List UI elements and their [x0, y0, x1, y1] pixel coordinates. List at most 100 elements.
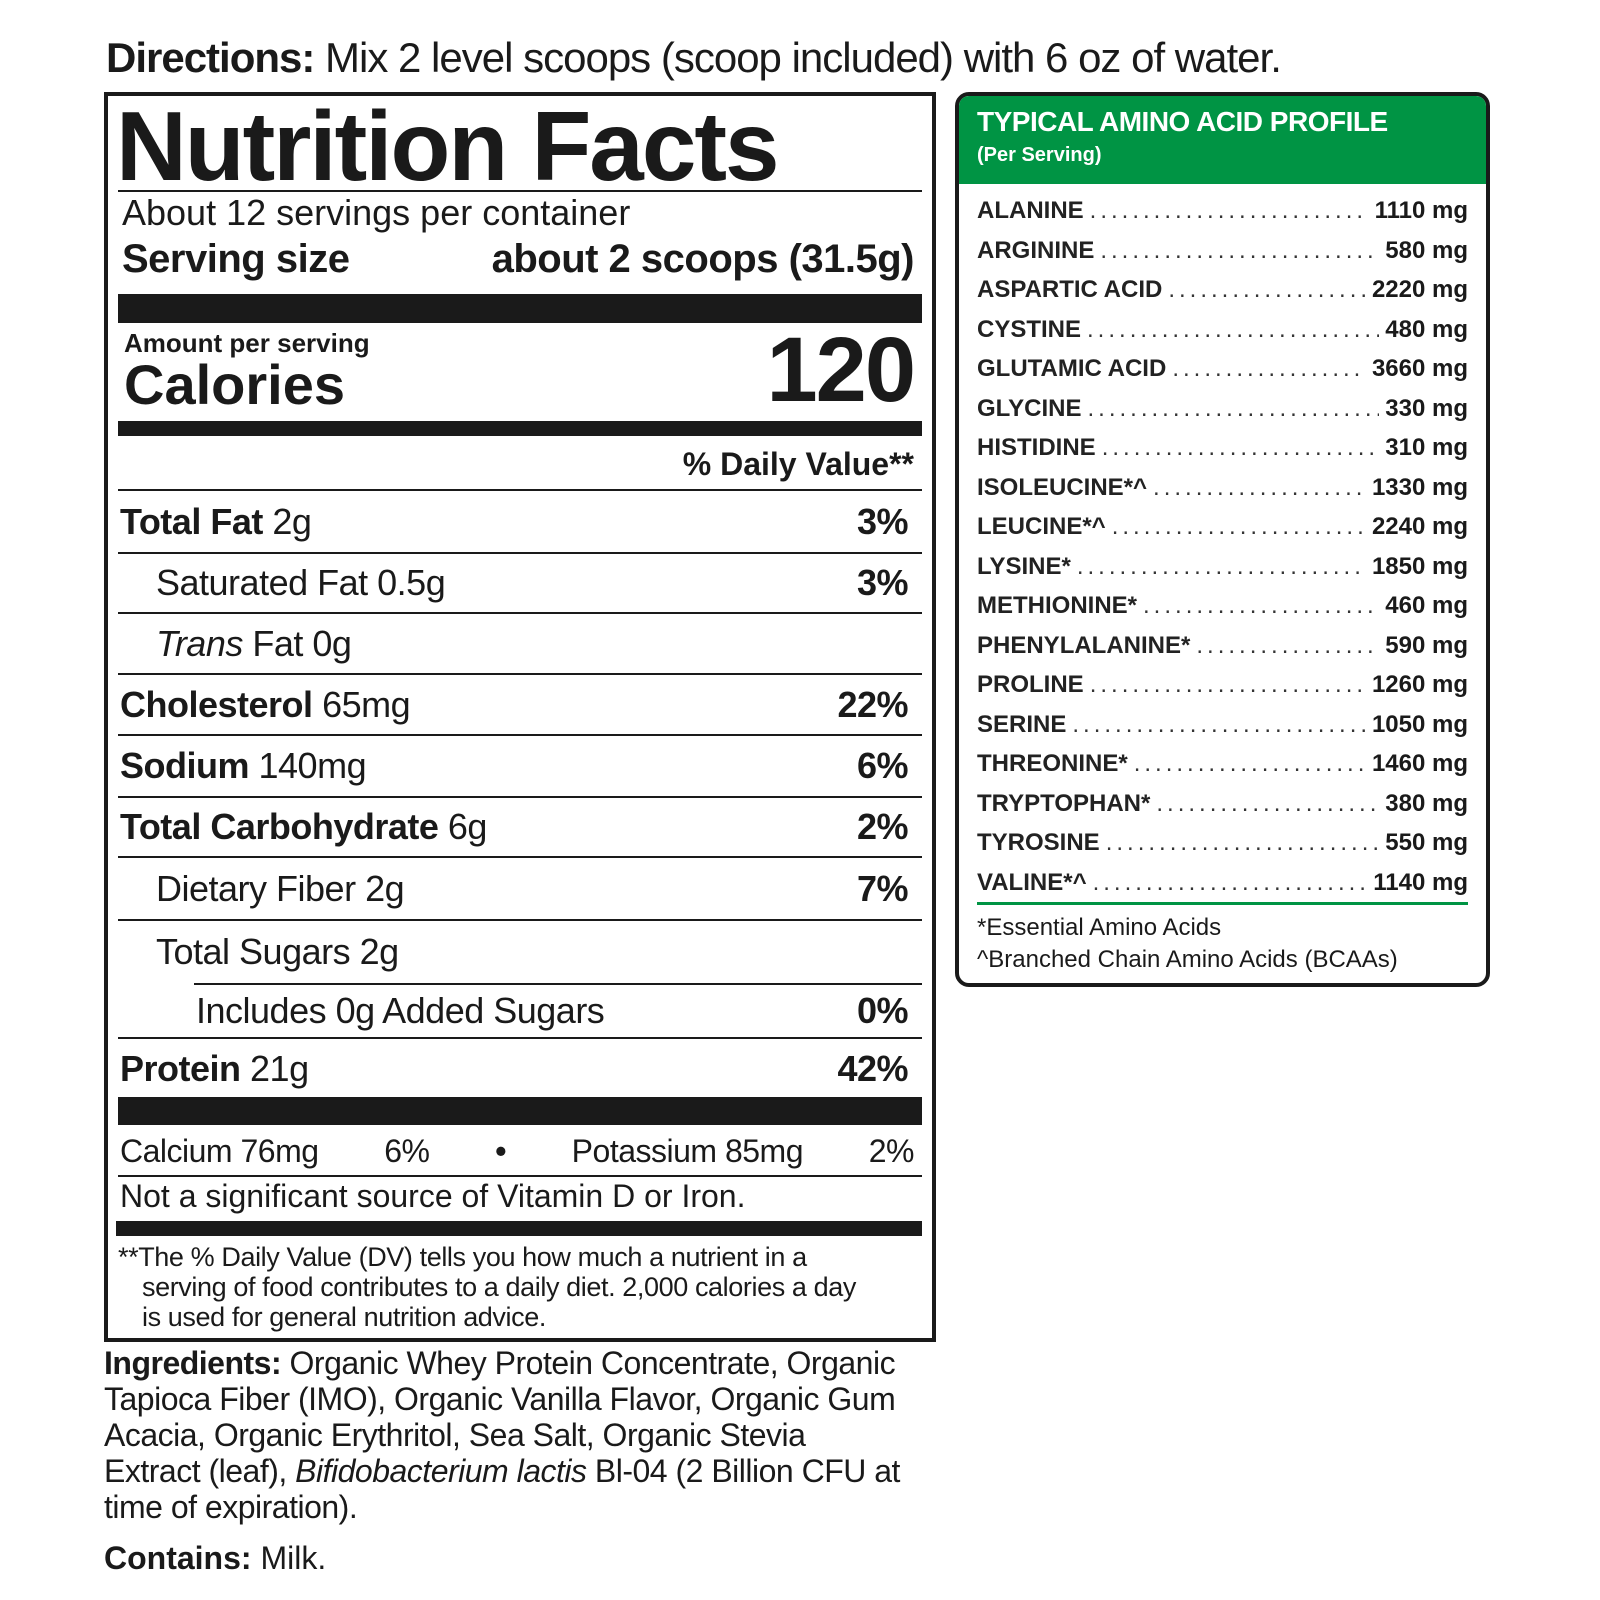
amino-row: TRYPTOPHAN*.............................…	[977, 785, 1468, 823]
amino-row: ASPARTIC ACID...........................…	[977, 271, 1468, 309]
divider	[118, 1175, 922, 1177]
amino-value: 580 mg	[1385, 236, 1468, 264]
leader-dots: ........................................…	[1105, 829, 1380, 856]
bullet: •	[495, 1132, 506, 1169]
footnote-line: serving of food contributes to a daily d…	[142, 1272, 856, 1302]
nutrient-name-italic: Trans	[156, 622, 243, 664]
nutrient-dv: 7%	[856, 867, 909, 909]
divider	[118, 190, 922, 192]
medium-bar	[118, 421, 922, 436]
nutrient-row-total-fat: Total Fat 2g 3%	[120, 491, 909, 552]
nutrient-amount: 6g	[447, 806, 488, 847]
nutrient-amount: 140mg	[258, 745, 367, 786]
leader-dots: ........................................…	[1143, 592, 1379, 619]
thick-bar	[118, 1097, 922, 1125]
leader-dots: ........................................…	[1156, 789, 1379, 817]
amino-name: GLUTAMIC ACID	[977, 355, 1167, 382]
nutrient-row-total-sugars: Total Sugars 2g	[156, 921, 908, 983]
divider	[118, 856, 922, 858]
amino-row: LYSINE*.................................…	[977, 548, 1468, 586]
leader-dots: ........................................…	[1172, 355, 1366, 382]
nutrient-name: Cholesterol	[120, 683, 313, 725]
amino-name: VALINE*^	[977, 868, 1087, 896]
amino-name: ASPARTIC ACID	[977, 276, 1163, 303]
nutrient-name: Total Sugars	[156, 931, 351, 972]
divider	[118, 673, 922, 675]
nutrient-name: Dietary Fiber	[156, 867, 356, 909]
divider	[977, 902, 1468, 905]
nutrition-facts-title: Nutrition Facts	[116, 91, 779, 201]
serving-size-label: Serving size	[122, 236, 350, 281]
nutrient-dv: 6%	[856, 745, 909, 786]
amino-value: 1460 mg	[1371, 750, 1468, 777]
nutrient-dv: 22%	[837, 683, 908, 725]
calcium: Calcium 76mg	[120, 1132, 319, 1169]
amino-value: 550 mg	[1385, 829, 1468, 856]
amino-value: 460 mg	[1385, 592, 1468, 619]
amino-value: 2240 mg	[1371, 513, 1468, 540]
nutrient-amount: 65mg	[322, 683, 411, 725]
amino-row: ISOLEUCINE*^............................…	[977, 469, 1468, 507]
ingredients-italic: Bifidobacterium lactis	[295, 1453, 587, 1489]
nutrient-row-total-carbohydrate: Total Carbohydrate 6g 2%	[120, 798, 909, 856]
calories-label: Calories	[124, 353, 345, 416]
leader-dots: ........................................…	[1089, 671, 1366, 698]
amino-value: 380 mg	[1385, 789, 1468, 817]
divider	[118, 796, 922, 798]
leader-dots: ........................................…	[1087, 315, 1380, 343]
serving-size-row: Serving size about 2 scoops (31.5g)	[122, 234, 915, 284]
amino-value: 1110 mg	[1374, 197, 1468, 224]
potassium: Potassium 85mg	[571, 1132, 804, 1169]
leader-dots: ........................................…	[1111, 513, 1366, 540]
amino-row: GLYCINE.................................…	[977, 390, 1468, 428]
leader-dots: ........................................…	[1089, 197, 1369, 224]
amino-name: PROLINE	[977, 671, 1084, 698]
amino-row: ARGININE................................…	[977, 232, 1468, 270]
directions: Directions: Mix 2 level scoops (scoop in…	[106, 34, 1282, 82]
amino-name: ALANINE	[977, 197, 1084, 224]
amino-row: SERINE..................................…	[977, 706, 1468, 744]
amino-value: 590 mg	[1385, 631, 1468, 659]
contains-text: Milk.	[260, 1540, 327, 1576]
amino-header: TYPICAL AMINO ACID PROFILE (Per Serving)	[959, 96, 1486, 184]
nutrient-row-dietary-fiber: Dietary Fiber 2g 7%	[156, 858, 909, 919]
divider	[194, 983, 922, 985]
amino-name: THREONINE*	[977, 750, 1128, 777]
nutrient-amount: 2g	[365, 867, 405, 909]
amino-row: METHIONINE*.............................…	[977, 587, 1468, 625]
divider	[118, 552, 922, 554]
bcaa-footnote: ^Branched Chain Amino Acids (BCAAs)	[977, 946, 1398, 973]
ingredients-text: Bl-04 (2 Billion CFU at time of expirati…	[104, 1453, 900, 1525]
nutrient-dv: 42%	[837, 1048, 908, 1089]
amount-per-serving: Amount per serving	[124, 328, 370, 358]
nutrient-amount: 0.5g	[377, 562, 446, 603]
amino-name: ISOLEUCINE*^	[977, 473, 1148, 501]
leader-dots: ........................................…	[1101, 434, 1380, 461]
amino-row: PROLINE.................................…	[977, 666, 1468, 704]
nutrient-amount: 2g	[272, 500, 312, 542]
nutrient-dv: 3%	[856, 562, 909, 603]
directions-text: Mix 2 level scoops (scoop included) with…	[325, 34, 1282, 81]
amino-value: 3660 mg	[1371, 355, 1468, 382]
leader-dots: ........................................…	[1092, 868, 1368, 896]
amino-name: LEUCINE*^	[977, 513, 1106, 540]
amino-name: LYSINE*	[977, 552, 1071, 580]
amino-name: ARGININE	[977, 236, 1095, 264]
amino-title: TYPICAL AMINO ACID PROFILE	[977, 106, 1388, 137]
leader-dots: ........................................…	[1168, 276, 1366, 303]
nutrient-dv: 3%	[856, 500, 909, 542]
serving-size-value: about 2 scoops (31.5g)	[491, 236, 915, 281]
leader-dots: ........................................…	[1196, 631, 1379, 659]
servings-per-container: About 12 servings per container	[122, 192, 631, 233]
nutrient-row-sodium: Sodium 140mg 6%	[120, 736, 909, 796]
amino-value: 1050 mg	[1371, 710, 1468, 738]
ingredients: Ingredients: Organic Whey Protein Concen…	[104, 1345, 904, 1525]
nutrient-row-trans-fat: Trans Fat 0g	[156, 614, 908, 673]
amino-row: HISTIDINE...............................…	[977, 429, 1468, 467]
amino-acid-profile-panel: TYPICAL AMINO ACID PROFILE (Per Serving)…	[955, 92, 1490, 987]
nutrient-name: Saturated Fat	[156, 562, 368, 603]
nutrient-row-saturated-fat: Saturated Fat 0.5g 3%	[156, 554, 909, 612]
amino-name: PHENYLALANINE*	[977, 631, 1191, 659]
nutrient-dv: 2%	[856, 806, 909, 847]
ingredients-text: Organic Whey Protein Concentrate, Organi…	[104, 1345, 896, 1489]
